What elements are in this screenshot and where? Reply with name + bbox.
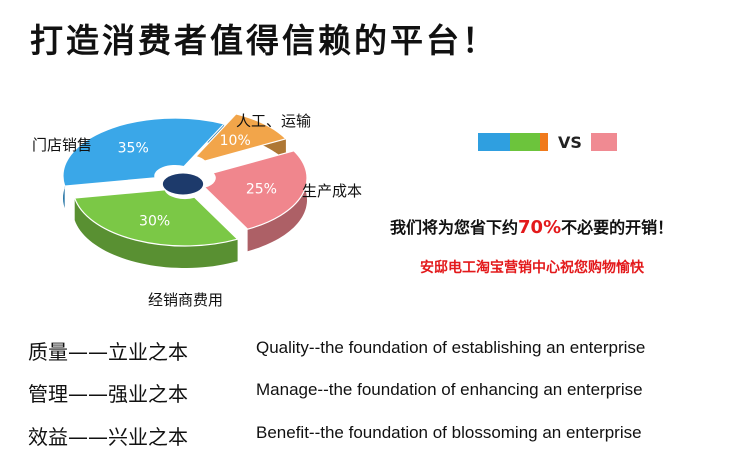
blessing-text: 安邸电工淘宝营销中心祝您购物愉快 [420, 260, 644, 276]
callout-label-distributor-fee: 经销商费用 [148, 291, 224, 309]
motto-en: Manage--the foundation of enhancing an e… [256, 380, 643, 399]
pie-value-label-distributor-fee: 30% [139, 213, 170, 229]
callout-label-labor-transport: 人工、运输 [236, 112, 312, 130]
page-title: 打造消费者值得信赖的平台！ [30, 21, 498, 60]
pie-value-label-production-cost: 25% [246, 182, 277, 198]
pie-value-label-labor-transport: 10% [220, 133, 251, 149]
legend-swatch-blue [478, 133, 510, 151]
legend-swatch-orange [540, 133, 548, 151]
motto-row: 管理——强业之本 Manage--the foundation of enhan… [0, 378, 750, 408]
slogan-suffix: 不必要的开销！ [561, 218, 674, 237]
vs-label: VS [558, 132, 582, 152]
pie-slice-side-distributor-fee [74, 198, 238, 268]
motto-en: Quality--the foundation of establishing … [256, 338, 646, 357]
pie-slice-distributor-fee [73, 189, 239, 247]
legend-swatch-green [510, 133, 540, 151]
motto-zh: 效益——兴业之本 [28, 425, 188, 449]
callout-label-production-cost: 生产成本 [302, 182, 363, 200]
comparison-legend: VS [478, 132, 617, 152]
motto-en: Benefit--the foundation of blossoming an… [256, 423, 642, 442]
pie-slice-production-cost [203, 150, 308, 230]
legend-swatch-pink [590, 133, 617, 151]
motto-row: 质量——立业之本 Quality--the foundation of esta… [0, 336, 750, 366]
callout-label-store-sales: 门店销售 [32, 136, 93, 154]
pie-slice-store-sales [62, 117, 226, 187]
pie-slice-labor-transport [194, 113, 288, 162]
motto-zh: 管理——强业之本 [28, 382, 188, 406]
savings-slogan: 我们将为您省下约70%不必要的开销！ [390, 214, 673, 238]
pie-value-label-store-sales: 35% [118, 140, 149, 156]
slogan-percent: 70% [518, 217, 562, 238]
pie-slice-side-production-cost [247, 150, 307, 252]
pie-center-hole [162, 173, 204, 195]
slogan-prefix: 我们将为您省下约 [390, 218, 519, 237]
motto-zh: 质量——立业之本 [28, 340, 188, 364]
motto-row: 效益——兴业之本 Benefit--the foundation of blos… [0, 421, 750, 451]
